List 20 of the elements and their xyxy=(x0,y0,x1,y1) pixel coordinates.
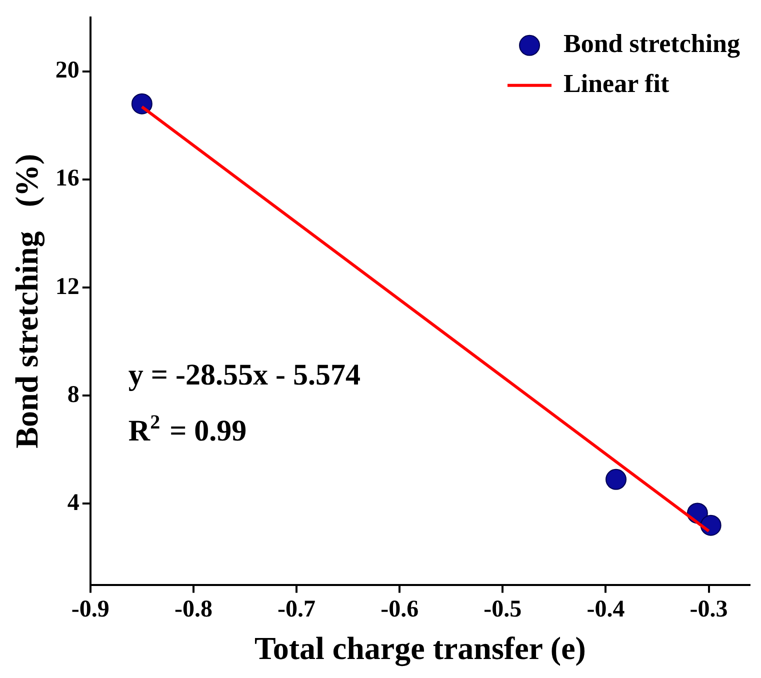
annotation: y = -28.55x - 5.574 xyxy=(128,358,360,392)
x-axis-title: Total charge transfer (e) xyxy=(254,630,586,668)
x-tick-label: -0.5 xyxy=(484,596,522,622)
point xyxy=(131,93,152,114)
x-tick-label: -0.4 xyxy=(586,596,625,622)
x-tick-label: -0.9 xyxy=(71,596,110,622)
x-tick-label: -0.6 xyxy=(380,596,419,622)
x-tick-label: -0.7 xyxy=(278,596,316,622)
x-tick-label: -0.3 xyxy=(690,596,728,622)
y-tick-label: 12 xyxy=(55,274,80,300)
x-tick-label: -0.8 xyxy=(174,596,212,622)
legend-label: Linear fit xyxy=(564,69,670,98)
point xyxy=(700,514,722,536)
y-tick-label: 8 xyxy=(67,382,80,408)
y-tick-label: 20 xyxy=(55,58,80,84)
point xyxy=(606,468,627,490)
y-tick-label: 4 xyxy=(67,490,80,516)
legend-label: Bond stretching xyxy=(564,29,740,58)
y-tick-label: 16 xyxy=(55,166,80,192)
y-axis-title: Bond stretching (%) xyxy=(8,154,46,448)
